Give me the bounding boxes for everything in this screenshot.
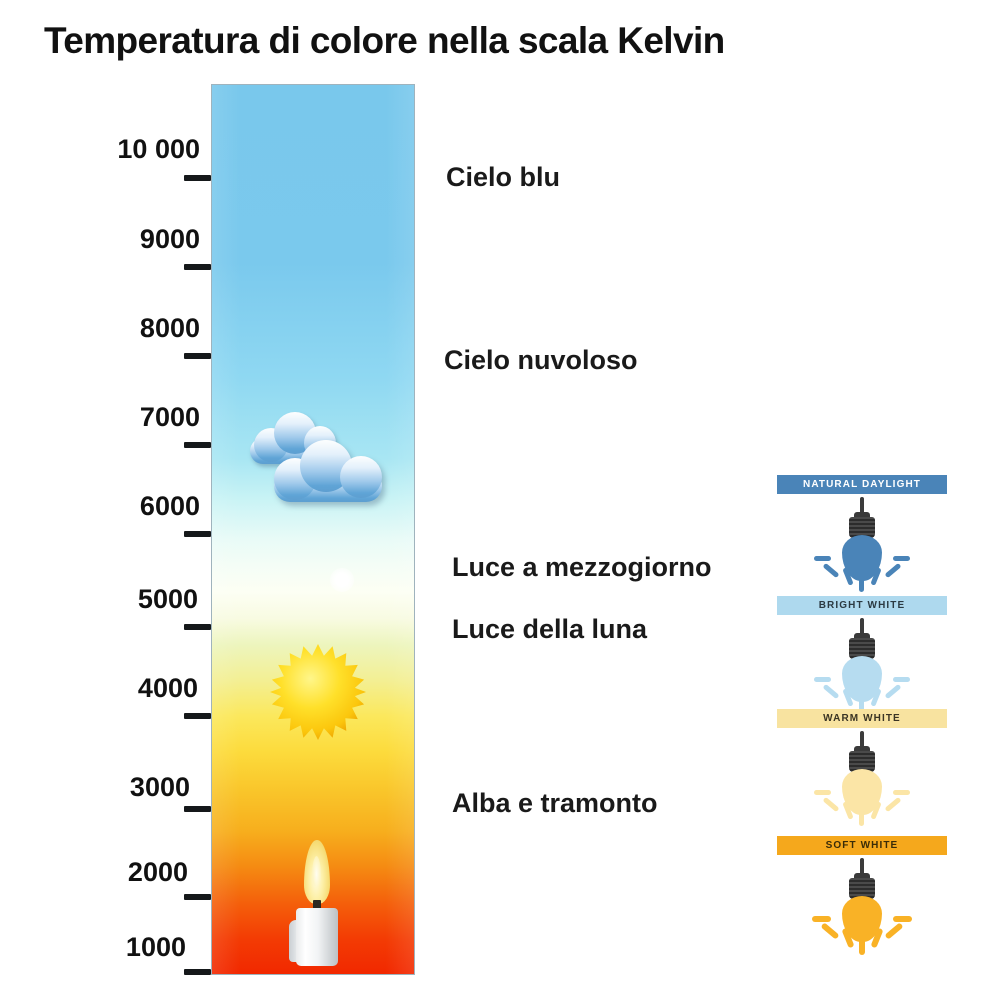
bulb-ray-icon (814, 677, 831, 682)
bulb-cap-top-icon (854, 873, 870, 881)
sun-rays-shape (270, 644, 366, 740)
bulb-ray-icon (893, 916, 912, 922)
bulb-banner-natural-daylight: NATURAL DAYLIGHT (777, 475, 947, 494)
bulb-screw-base-icon (849, 517, 875, 538)
bulb-ray-icon (893, 790, 910, 795)
annotation-luce-luna: Luce della luna (452, 614, 648, 644)
bulb-cap-top-icon (854, 512, 870, 520)
bulb-ray-icon (859, 937, 865, 955)
scale-tick-5000 (184, 624, 211, 630)
bulb-illustration-warm-white (777, 728, 947, 826)
candle-wick-shape (313, 900, 321, 910)
bulb-card-soft-white[interactable]: SOFT WHITE (777, 836, 947, 955)
moon-dot-icon (330, 568, 354, 592)
scale-tick-7000 (184, 442, 211, 448)
bulb-banner-warm-white: WARM WHITE (777, 709, 947, 728)
scale-tick-10000 (184, 175, 211, 181)
bulb-cord-icon (860, 858, 864, 880)
page-title: Temperatura di colore nella scala Kelvin (44, 20, 725, 61)
bulb-cord-icon (860, 618, 864, 640)
scale-label-4000: 4000 (137, 673, 198, 703)
annotation-alba-tramonto: Alba e tramonto (452, 788, 658, 818)
bulb-illustration-soft-white (777, 855, 947, 955)
bulb-ray-icon (814, 790, 831, 795)
bulb-cap-top-icon (854, 746, 870, 754)
bulb-cord-icon (860, 731, 864, 753)
bulb-ray-icon (859, 697, 864, 713)
annotation-cielo-blu: Cielo blu (446, 162, 560, 192)
scale-label-1000: 1000 (125, 932, 186, 962)
bulb-ray-icon (884, 683, 902, 700)
bulb-ray-icon (859, 576, 864, 592)
bulb-screw-base-icon (849, 638, 875, 659)
candle-body-shape (296, 908, 338, 966)
bulb-banner-bright-white: BRIGHT WHITE (777, 596, 947, 615)
bulb-ray-icon (884, 922, 904, 940)
scale-label-9000: 9000 (139, 224, 200, 254)
scale-tick-3000 (184, 806, 211, 812)
bulb-ray-icon (859, 810, 864, 826)
bulb-illustration-bright-white (777, 615, 947, 713)
candle-icon (283, 840, 349, 970)
annotation-cielo-nuvoloso: Cielo nuvoloso (444, 345, 638, 375)
scale-label-3000: 3000 (129, 772, 190, 802)
sun-icon (268, 642, 368, 742)
bulb-cord-icon (860, 497, 864, 519)
bulb-card-warm-white[interactable]: WARM WHITE (777, 709, 947, 826)
bulb-card-natural-daylight[interactable]: NATURAL DAYLIGHT (777, 475, 947, 592)
clouds-icon (248, 404, 384, 508)
bulb-ray-icon (884, 562, 902, 579)
bulb-card-bright-white[interactable]: BRIGHT WHITE (777, 596, 947, 713)
bulb-ray-icon (884, 796, 902, 813)
scale-tick-2000 (184, 894, 211, 900)
bulb-ray-icon (822, 562, 840, 579)
bulb-banner-soft-white: SOFT WHITE (777, 836, 947, 855)
bulb-cap-top-icon (854, 633, 870, 641)
annotation-luce-mezzogiorno: Luce a mezzogiorno (452, 552, 712, 582)
scale-tick-6000 (184, 531, 211, 537)
scale-tick-9000 (184, 264, 211, 270)
bulb-ray-icon (814, 556, 831, 561)
bulb-ray-icon (822, 796, 840, 813)
scale-tick-8000 (184, 353, 211, 359)
cloud-front-shape (274, 440, 382, 502)
bulb-ray-icon (812, 916, 831, 922)
scale-label-7000: 7000 (139, 402, 200, 432)
scale-label-2000: 2000 (127, 857, 188, 887)
gradient-fill (211, 84, 415, 975)
bulb-ray-icon (822, 683, 840, 700)
candle-flame-core-shape (312, 856, 321, 886)
bulb-ray-icon (893, 677, 910, 682)
scale-label-10000: 10 000 (117, 134, 200, 164)
scale-label-5000: 5000 (137, 584, 198, 614)
scale-label-6000: 6000 (139, 491, 200, 521)
bulb-illustration-natural-daylight (777, 494, 947, 592)
scale-tick-1000 (184, 969, 211, 975)
bulb-ray-icon (820, 922, 840, 940)
scale-label-8000: 8000 (139, 313, 200, 343)
bulb-screw-base-icon (849, 751, 875, 772)
scale-tick-4000 (184, 713, 211, 719)
bulb-screw-base-icon (849, 878, 875, 899)
bulb-ray-icon (893, 556, 910, 561)
